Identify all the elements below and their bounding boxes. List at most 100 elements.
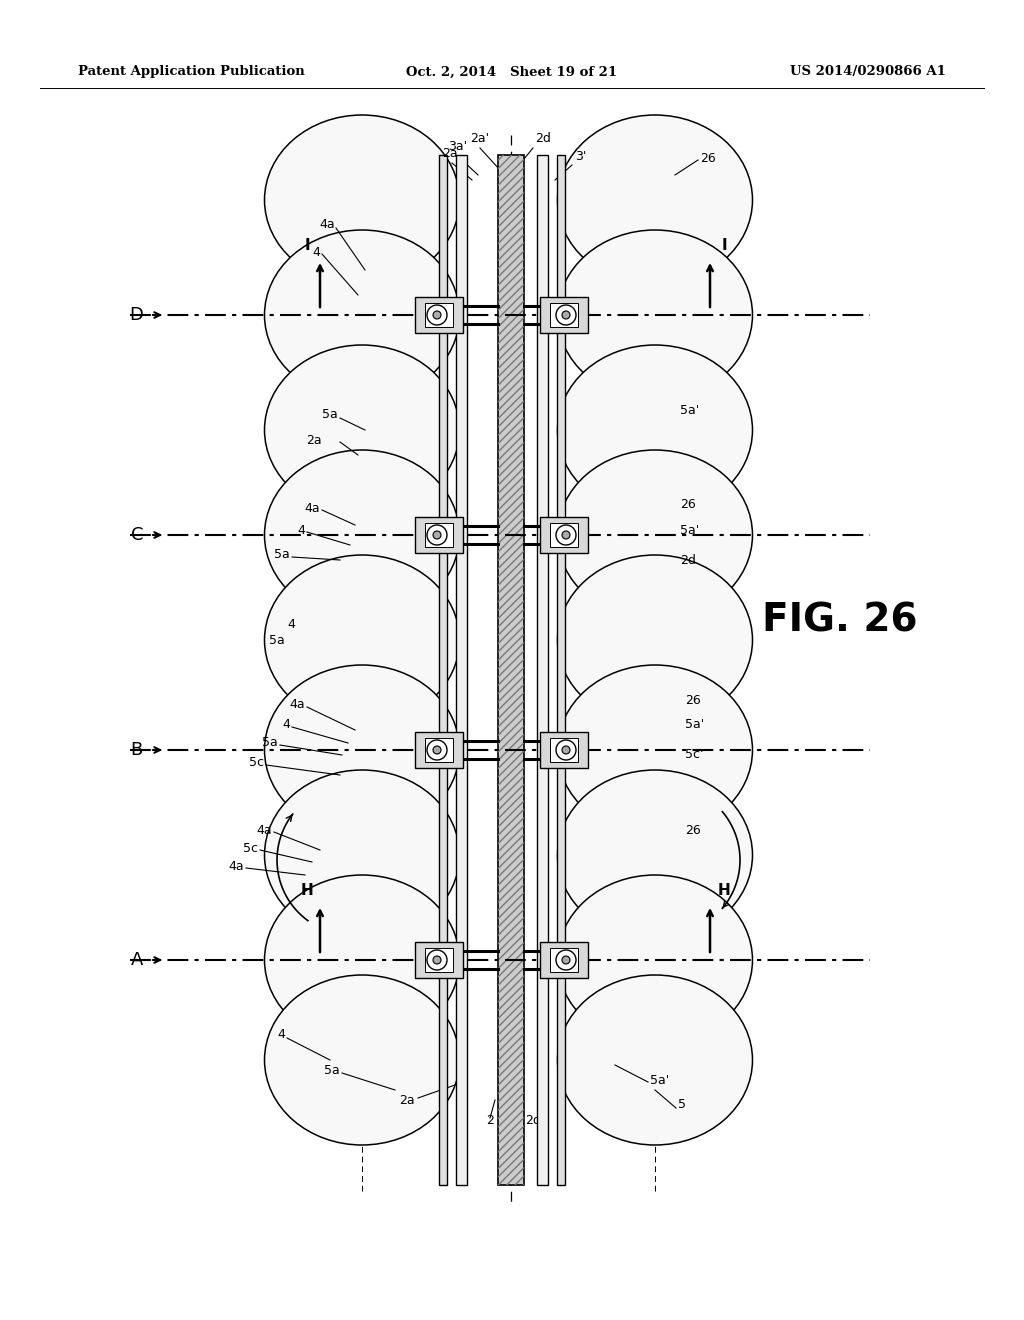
Text: 4a: 4a	[290, 698, 305, 711]
Circle shape	[433, 312, 441, 319]
Text: C: C	[130, 525, 143, 544]
Text: 4a: 4a	[319, 219, 335, 231]
Text: 3a': 3a'	[447, 140, 467, 153]
Text: H: H	[301, 883, 313, 898]
Text: 5c: 5c	[249, 756, 264, 770]
Text: 2d: 2d	[535, 132, 551, 145]
Circle shape	[556, 950, 575, 970]
Ellipse shape	[264, 450, 460, 620]
Bar	[550, 304, 578, 327]
Text: 4a: 4a	[256, 824, 272, 837]
Ellipse shape	[557, 554, 753, 725]
Text: 2d: 2d	[680, 553, 696, 566]
Bar	[550, 523, 578, 546]
Bar	[425, 948, 453, 972]
Text: 5: 5	[678, 1098, 686, 1111]
Text: B: B	[131, 741, 143, 759]
Text: 5a: 5a	[323, 408, 338, 421]
Text: 4: 4	[297, 524, 305, 536]
Circle shape	[562, 531, 570, 539]
Circle shape	[433, 531, 441, 539]
Text: 26: 26	[700, 152, 716, 165]
Circle shape	[427, 525, 447, 545]
Ellipse shape	[264, 975, 460, 1144]
Bar	[415, 517, 463, 553]
Text: 5a': 5a'	[650, 1073, 670, 1086]
Ellipse shape	[557, 450, 753, 620]
Ellipse shape	[557, 770, 753, 940]
Ellipse shape	[557, 115, 753, 285]
Text: 26: 26	[685, 824, 700, 837]
Ellipse shape	[264, 554, 460, 725]
Text: 5c': 5c'	[685, 748, 703, 762]
Text: D: D	[129, 306, 143, 323]
Text: Oct. 2, 2014   Sheet 19 of 21: Oct. 2, 2014 Sheet 19 of 21	[407, 66, 617, 78]
Bar	[498, 154, 524, 1185]
Text: 5a: 5a	[325, 1064, 340, 1077]
Bar	[415, 297, 463, 333]
Text: 5a': 5a'	[685, 718, 705, 730]
Bar	[557, 154, 565, 1185]
Text: 4: 4	[287, 619, 295, 631]
Ellipse shape	[264, 115, 460, 285]
Text: 2a': 2a'	[470, 132, 489, 145]
Bar	[425, 304, 453, 327]
Text: 2a: 2a	[442, 147, 458, 160]
Circle shape	[556, 741, 575, 760]
Text: 4: 4	[283, 718, 290, 731]
Circle shape	[556, 525, 575, 545]
Ellipse shape	[557, 975, 753, 1144]
Bar	[439, 154, 447, 1185]
Bar	[415, 733, 463, 768]
Ellipse shape	[557, 345, 753, 515]
Text: 5a: 5a	[262, 737, 278, 750]
Text: A: A	[131, 950, 143, 969]
Text: 4: 4	[312, 246, 319, 259]
Bar	[415, 942, 463, 978]
Circle shape	[433, 746, 441, 754]
Text: H: H	[718, 883, 730, 898]
Circle shape	[562, 956, 570, 964]
Circle shape	[427, 950, 447, 970]
Ellipse shape	[557, 230, 753, 400]
Ellipse shape	[264, 665, 460, 836]
Circle shape	[427, 305, 447, 325]
Text: US 2014/0290866 A1: US 2014/0290866 A1	[791, 66, 946, 78]
Text: 5a: 5a	[269, 634, 285, 647]
Bar	[425, 523, 453, 546]
Text: 2a: 2a	[306, 433, 322, 446]
Text: 2: 2	[486, 1114, 494, 1126]
Text: 3': 3'	[575, 150, 587, 162]
Bar	[550, 738, 578, 762]
Text: I: I	[721, 238, 727, 253]
Ellipse shape	[557, 875, 753, 1045]
Text: 26: 26	[685, 693, 700, 706]
Text: 2d: 2d	[525, 1114, 541, 1126]
Bar	[425, 738, 453, 762]
Bar	[550, 948, 578, 972]
Bar	[540, 297, 588, 333]
Bar	[498, 154, 524, 1185]
Text: 4: 4	[278, 1028, 285, 1041]
Text: 2a: 2a	[399, 1093, 415, 1106]
Text: FIG. 26: FIG. 26	[762, 601, 918, 639]
Circle shape	[556, 305, 575, 325]
Circle shape	[562, 746, 570, 754]
Bar	[456, 154, 467, 1185]
Text: 5a': 5a'	[680, 404, 699, 417]
Circle shape	[427, 741, 447, 760]
Ellipse shape	[264, 345, 460, 515]
Text: 4a: 4a	[228, 859, 244, 873]
Text: I: I	[304, 238, 310, 253]
Text: Patent Application Publication: Patent Application Publication	[78, 66, 305, 78]
Bar	[540, 517, 588, 553]
Bar	[540, 733, 588, 768]
Text: 4a: 4a	[304, 502, 319, 515]
Text: 5a': 5a'	[680, 524, 699, 536]
Ellipse shape	[557, 665, 753, 836]
Circle shape	[562, 312, 570, 319]
Ellipse shape	[264, 875, 460, 1045]
Bar	[540, 942, 588, 978]
Circle shape	[433, 956, 441, 964]
Ellipse shape	[264, 770, 460, 940]
